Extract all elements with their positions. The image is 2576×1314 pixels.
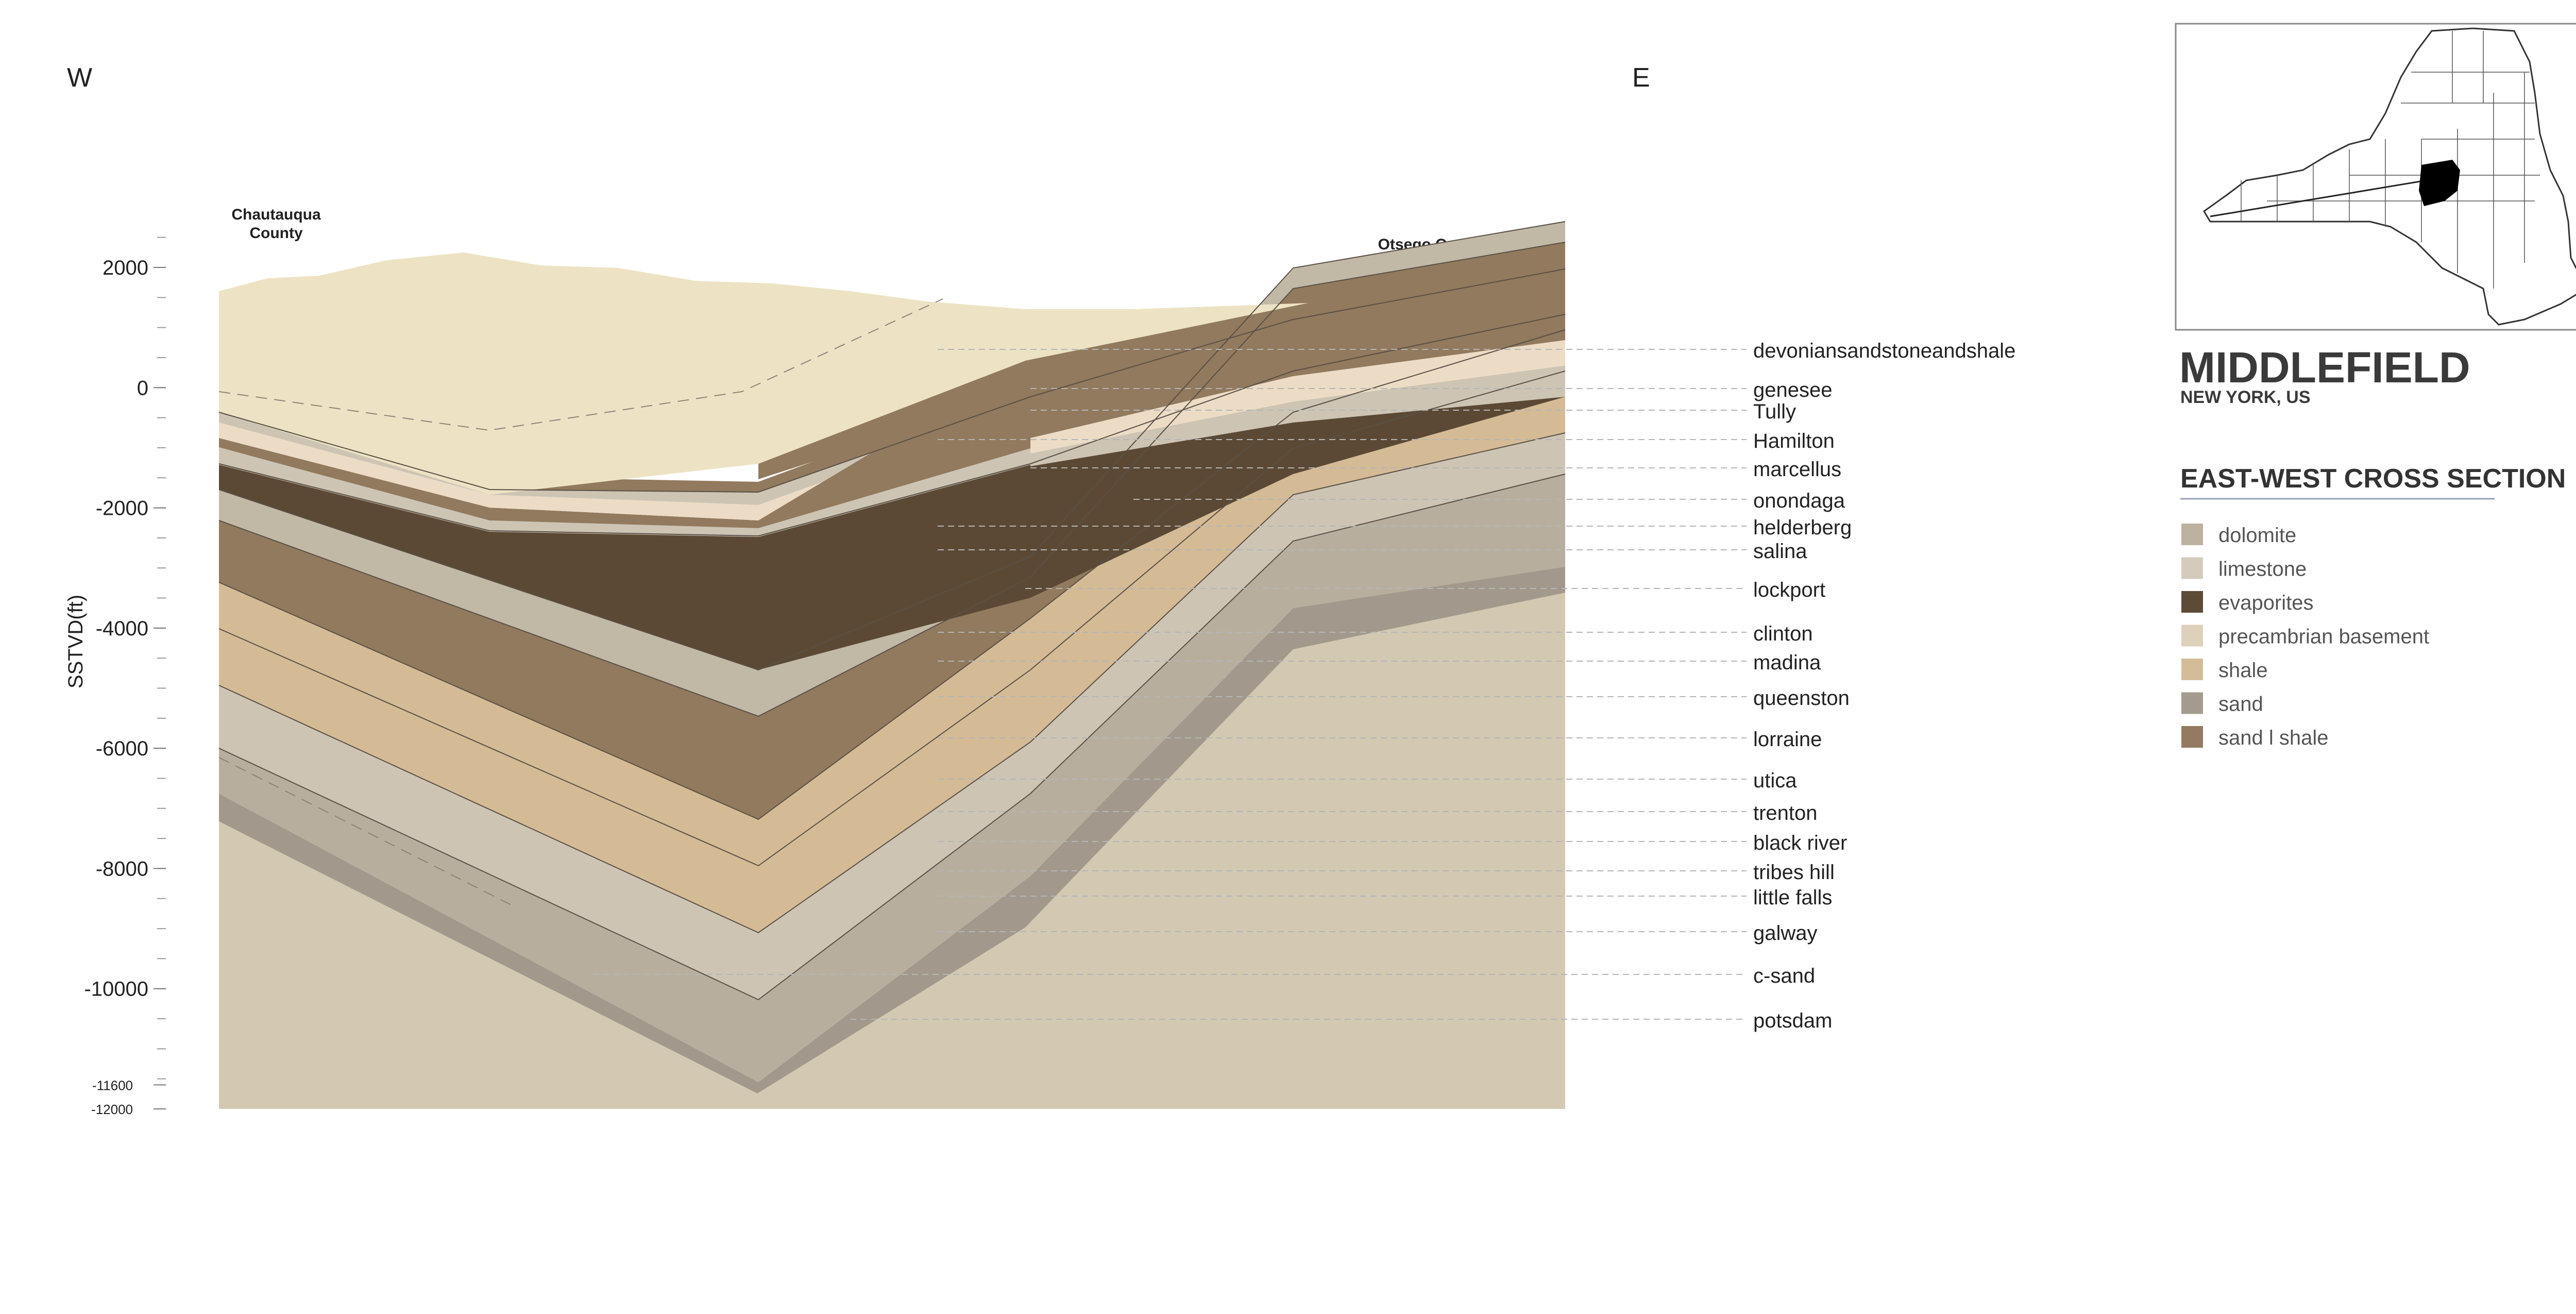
c-sand-layer: [219, 474, 1565, 1082]
otsego-county-highlight: [2419, 160, 2460, 206]
strata-layers: [219, 222, 1565, 1109]
legend-item-label: sand: [2218, 693, 2263, 716]
contact-line: [218, 370, 1566, 867]
contact-line: [218, 329, 1566, 820]
formation-label: trenton: [1753, 802, 1818, 824]
axis-tick-label: -11600: [92, 1077, 133, 1093]
formation-label: tribes hill: [1753, 861, 1835, 884]
county-boundaries: [2241, 31, 2540, 289]
west-county-label: Chautauqua County: [231, 206, 321, 242]
east-direction-label: E: [1632, 63, 1650, 93]
legend-swatch: [2181, 591, 2203, 613]
formation-label: genesee: [1753, 379, 1832, 401]
formation-label: queenston: [1753, 687, 1850, 710]
legend-item-label: shale: [2218, 659, 2268, 682]
formation-label: Tully: [1753, 400, 1796, 423]
depth-axis-label: SSTVD(ft): [64, 595, 87, 688]
formation-label: utica: [1753, 769, 1797, 792]
formation-label: lockport: [1753, 579, 1825, 601]
formation-label: Hamilton: [1753, 430, 1835, 452]
eastern-sand-shale-cap: [758, 267, 1565, 520]
cross-section-trace: [2210, 177, 2443, 217]
legend-swatch: [2181, 726, 2203, 748]
axis-tick-label: -2000: [96, 497, 148, 520]
eastern-limestone-band: [1030, 366, 1565, 466]
eastern-pale-shale-wedge: [1030, 340, 1565, 453]
formation-label: madina: [1753, 651, 1821, 674]
axis-tick-label: -10000: [84, 978, 148, 1001]
axis-tick-label: -4000: [96, 617, 148, 640]
contact-line: [218, 242, 1566, 717]
devonian-sandstone-shale-layer: [219, 252, 1309, 495]
legend: EAST-WEST CROSS SECTION dolomite limeston…: [2180, 464, 2566, 749]
galway-layer: [219, 433, 1565, 1000]
formation-leader-lines: [592, 349, 1747, 1020]
formation-label: little falls: [1753, 886, 1832, 909]
contact-lines: [218, 221, 1566, 1001]
location-inset-map: [2175, 23, 2576, 331]
legend-item-label: limestone: [2218, 558, 2307, 581]
potsdam-layer: [219, 567, 1565, 1093]
onondaga-layer: [219, 309, 1565, 537]
legend-item-label: dolomite: [2218, 524, 2296, 547]
legend-swatch: [2181, 659, 2203, 680]
legend-items: dolomite limestone evaporites precambrian b…: [2181, 524, 2429, 749]
location-title: MIDDLEFIELD: [2179, 343, 2470, 392]
formation-label: black river: [1753, 832, 1847, 854]
formation-label: potsdam: [1753, 1009, 1832, 1032]
formation-label: galway: [1753, 922, 1818, 945]
legend-swatch: [2181, 625, 2203, 647]
contact-line: [218, 474, 1566, 1001]
legend-swatch: [2181, 524, 2203, 545]
axis-tick-label: 2000: [103, 257, 148, 279]
legend-heading: EAST-WEST CROSS SECTION: [2180, 464, 2566, 494]
contact-line: [218, 432, 1566, 934]
contact-line: [218, 268, 1566, 493]
formation-label: salina: [1753, 540, 1807, 563]
precambrian-basement-layer: [219, 397, 1565, 1109]
depth-axis: 2000 0 -2000 -4000 -6000 -8000 -10000 -11600 -12…: [84, 237, 166, 1117]
formation-label: devoniansandstoneandshale: [1753, 340, 2015, 362]
contact-line: [218, 314, 1566, 537]
axis-tick-label: -8000: [96, 857, 148, 880]
formation-label: onondaga: [1753, 490, 1845, 512]
formation-label: c-sand: [1753, 965, 1815, 987]
axis-tick-label: 0: [137, 377, 148, 399]
location-subtitle: NEW YORK, US: [2180, 388, 2311, 407]
axis-tick-label: -6000: [96, 737, 148, 760]
formation-label: clinton: [1753, 622, 1813, 645]
legend-item-label: sand l shale: [2218, 727, 2328, 749]
contact-line: [218, 221, 1566, 671]
legend-item-label: evaporites: [2218, 592, 2314, 614]
formation-label: marcellus: [1753, 458, 1841, 481]
legend-swatch: [2181, 692, 2203, 714]
formation-label: lorraine: [1753, 728, 1822, 751]
west-direction-label: W: [67, 63, 92, 93]
formation-label: helderberg: [1753, 516, 1852, 539]
legend-item-label: precambrian basement: [2218, 626, 2429, 648]
legend-swatch: [2181, 557, 2203, 579]
dashed-horizon-line: [218, 298, 943, 431]
axis-tick-label: -12000: [91, 1102, 133, 1117]
